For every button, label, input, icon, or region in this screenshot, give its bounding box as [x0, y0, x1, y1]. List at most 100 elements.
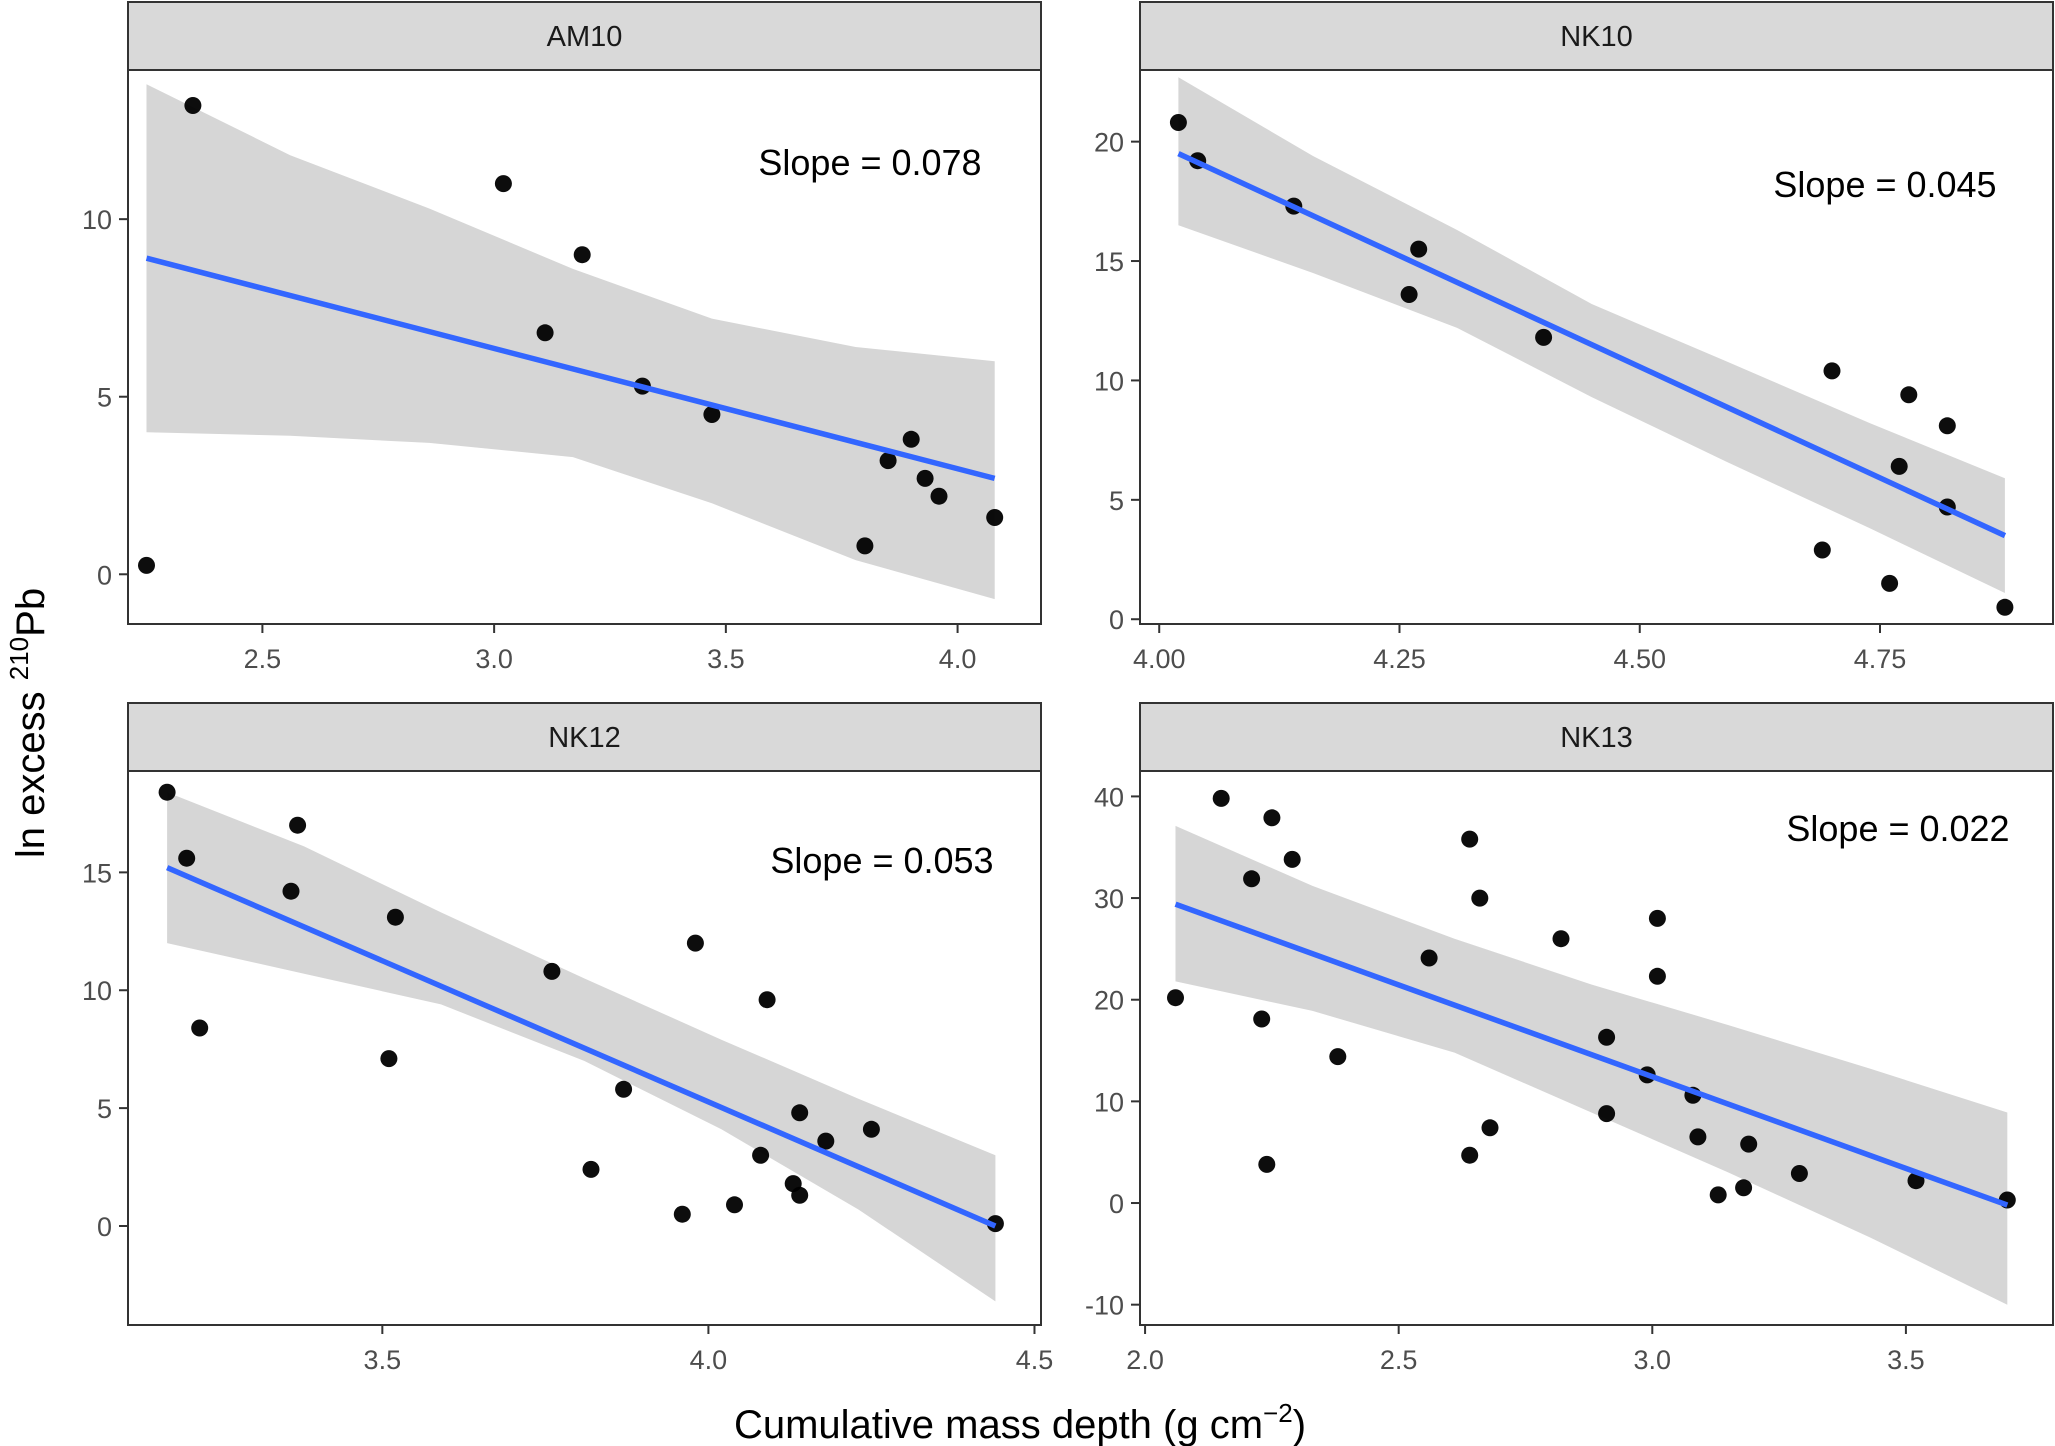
- data-point: [138, 556, 155, 574]
- data-point: [1890, 457, 1908, 475]
- data-point: [1461, 830, 1479, 848]
- data-point: [902, 430, 920, 448]
- confidence-ribbon: [146, 84, 995, 600]
- data-point: [1167, 989, 1184, 1007]
- data-point: [536, 324, 554, 342]
- x-tick-label: 2.5: [244, 644, 282, 674]
- facet-strip: [127, 1, 1042, 71]
- x-tick-label: 4.5: [1016, 1345, 1054, 1375]
- facet-strip-label: NK13: [1560, 722, 1633, 754]
- slope-annotation: Slope = 0.053: [770, 840, 993, 881]
- facet-panel-nk12: NK12 3.5 4.0 4.5 0 5 10 15 Slope = 0.053: [82, 702, 1054, 1375]
- data-point: [1400, 286, 1418, 303]
- data-point: [1648, 967, 1666, 985]
- facet-strip-label: NK12: [548, 722, 621, 754]
- data-point: [1900, 386, 1918, 404]
- data-point: [1790, 1165, 1808, 1182]
- data-point: [879, 452, 897, 470]
- data-point: [178, 849, 196, 867]
- facet-strip-label: AM10: [547, 21, 623, 53]
- facet-strip-label: NK10: [1560, 21, 1633, 53]
- y-tick-label: 0: [1109, 1189, 1124, 1219]
- y-tick-label: 10: [82, 976, 112, 1006]
- data-point: [1648, 909, 1666, 927]
- confidence-ribbon: [1178, 77, 2005, 593]
- data-point: [1535, 328, 1553, 346]
- data-point: [1598, 1028, 1616, 1046]
- data-point: [1552, 930, 1570, 948]
- data-point: [1461, 1146, 1479, 1164]
- data-point: [1996, 598, 2014, 616]
- data-point: [673, 1205, 691, 1223]
- data-point: [686, 934, 704, 952]
- y-tick-label: 5: [97, 383, 112, 413]
- data-point: [184, 97, 202, 114]
- data-point: [758, 991, 776, 1009]
- y-tick-label: 10: [82, 205, 112, 235]
- data-point: [916, 469, 934, 487]
- x-tick-label: 3.0: [1634, 1345, 1672, 1375]
- data-point: [1212, 789, 1230, 807]
- slope-annotation: Slope = 0.045: [1773, 164, 1996, 205]
- x-tick-label: 4.25: [1373, 644, 1426, 674]
- panel-border: [127, 69, 1042, 625]
- slope-annotation: Slope = 0.022: [1786, 808, 2009, 849]
- regression-line: [1174, 901, 2009, 1208]
- facet-strip: [127, 702, 1042, 772]
- data-point: [1598, 1105, 1616, 1123]
- data-point: [791, 1186, 809, 1204]
- y-tick-label: 5: [1109, 486, 1124, 516]
- panel-border: [1139, 770, 2054, 1326]
- y-tick-label: 5: [97, 1094, 112, 1124]
- data-point: [1253, 1010, 1271, 1028]
- data-point: [862, 1120, 880, 1138]
- data-point: [1735, 1179, 1753, 1197]
- x-tick-label: 3.5: [707, 644, 745, 674]
- y-tick-label: 30: [1094, 884, 1124, 914]
- y-tick-label: 0: [97, 1212, 112, 1242]
- panel-border: [127, 770, 1042, 1326]
- x-tick-label: 4.50: [1613, 644, 1666, 674]
- data-point: [1258, 1155, 1276, 1173]
- data-point: [282, 882, 300, 900]
- x-tick-label: 2.5: [1380, 1345, 1418, 1375]
- x-tick-label: 3.5: [1887, 1345, 1925, 1375]
- data-point: [856, 537, 874, 555]
- data-point: [703, 406, 721, 423]
- confidence-ribbon: [1175, 825, 2008, 1305]
- regression-line: [166, 865, 997, 1229]
- facet-strip: [1139, 1, 2054, 71]
- data-point: [1740, 1135, 1758, 1153]
- data-point: [1709, 1186, 1727, 1204]
- x-tick-label: 3.0: [475, 644, 513, 674]
- regression-line: [145, 255, 996, 482]
- data-point: [1169, 114, 1187, 131]
- y-tick-label: 10: [1094, 366, 1124, 396]
- data-point: [1471, 889, 1489, 907]
- data-point: [573, 246, 591, 264]
- data-point: [726, 1196, 743, 1214]
- data-point: [1481, 1119, 1499, 1137]
- data-point: [615, 1080, 633, 1098]
- panel-border: [1139, 69, 2054, 625]
- data-point: [289, 816, 307, 834]
- x-tick-label: 4.0: [939, 644, 977, 674]
- data-point: [543, 962, 561, 980]
- data-point: [1938, 417, 1956, 435]
- data-point: [1243, 870, 1261, 888]
- x-tick-label: 3.5: [364, 1345, 402, 1375]
- y-tick-label: 40: [1094, 782, 1124, 812]
- x-tick-label: 4.0: [690, 1345, 728, 1375]
- data-point: [158, 783, 176, 801]
- data-point: [752, 1146, 770, 1164]
- slope-annotation: Slope = 0.078: [758, 142, 981, 183]
- facet-panel-nk13: NK13 2.0 2.5 3.0 3.5 -10 0 10 20 30 40 Slope = 0.02…: [1085, 702, 2054, 1375]
- data-point: [1823, 362, 1841, 380]
- y-tick-label: 15: [82, 858, 112, 888]
- y-tick-label: 20: [1094, 986, 1124, 1016]
- x-tick-label: 2.0: [1126, 1345, 1164, 1375]
- data-point: [1283, 850, 1301, 868]
- regression-line: [1177, 151, 2007, 539]
- data-point: [1881, 574, 1899, 592]
- data-point: [1410, 240, 1428, 258]
